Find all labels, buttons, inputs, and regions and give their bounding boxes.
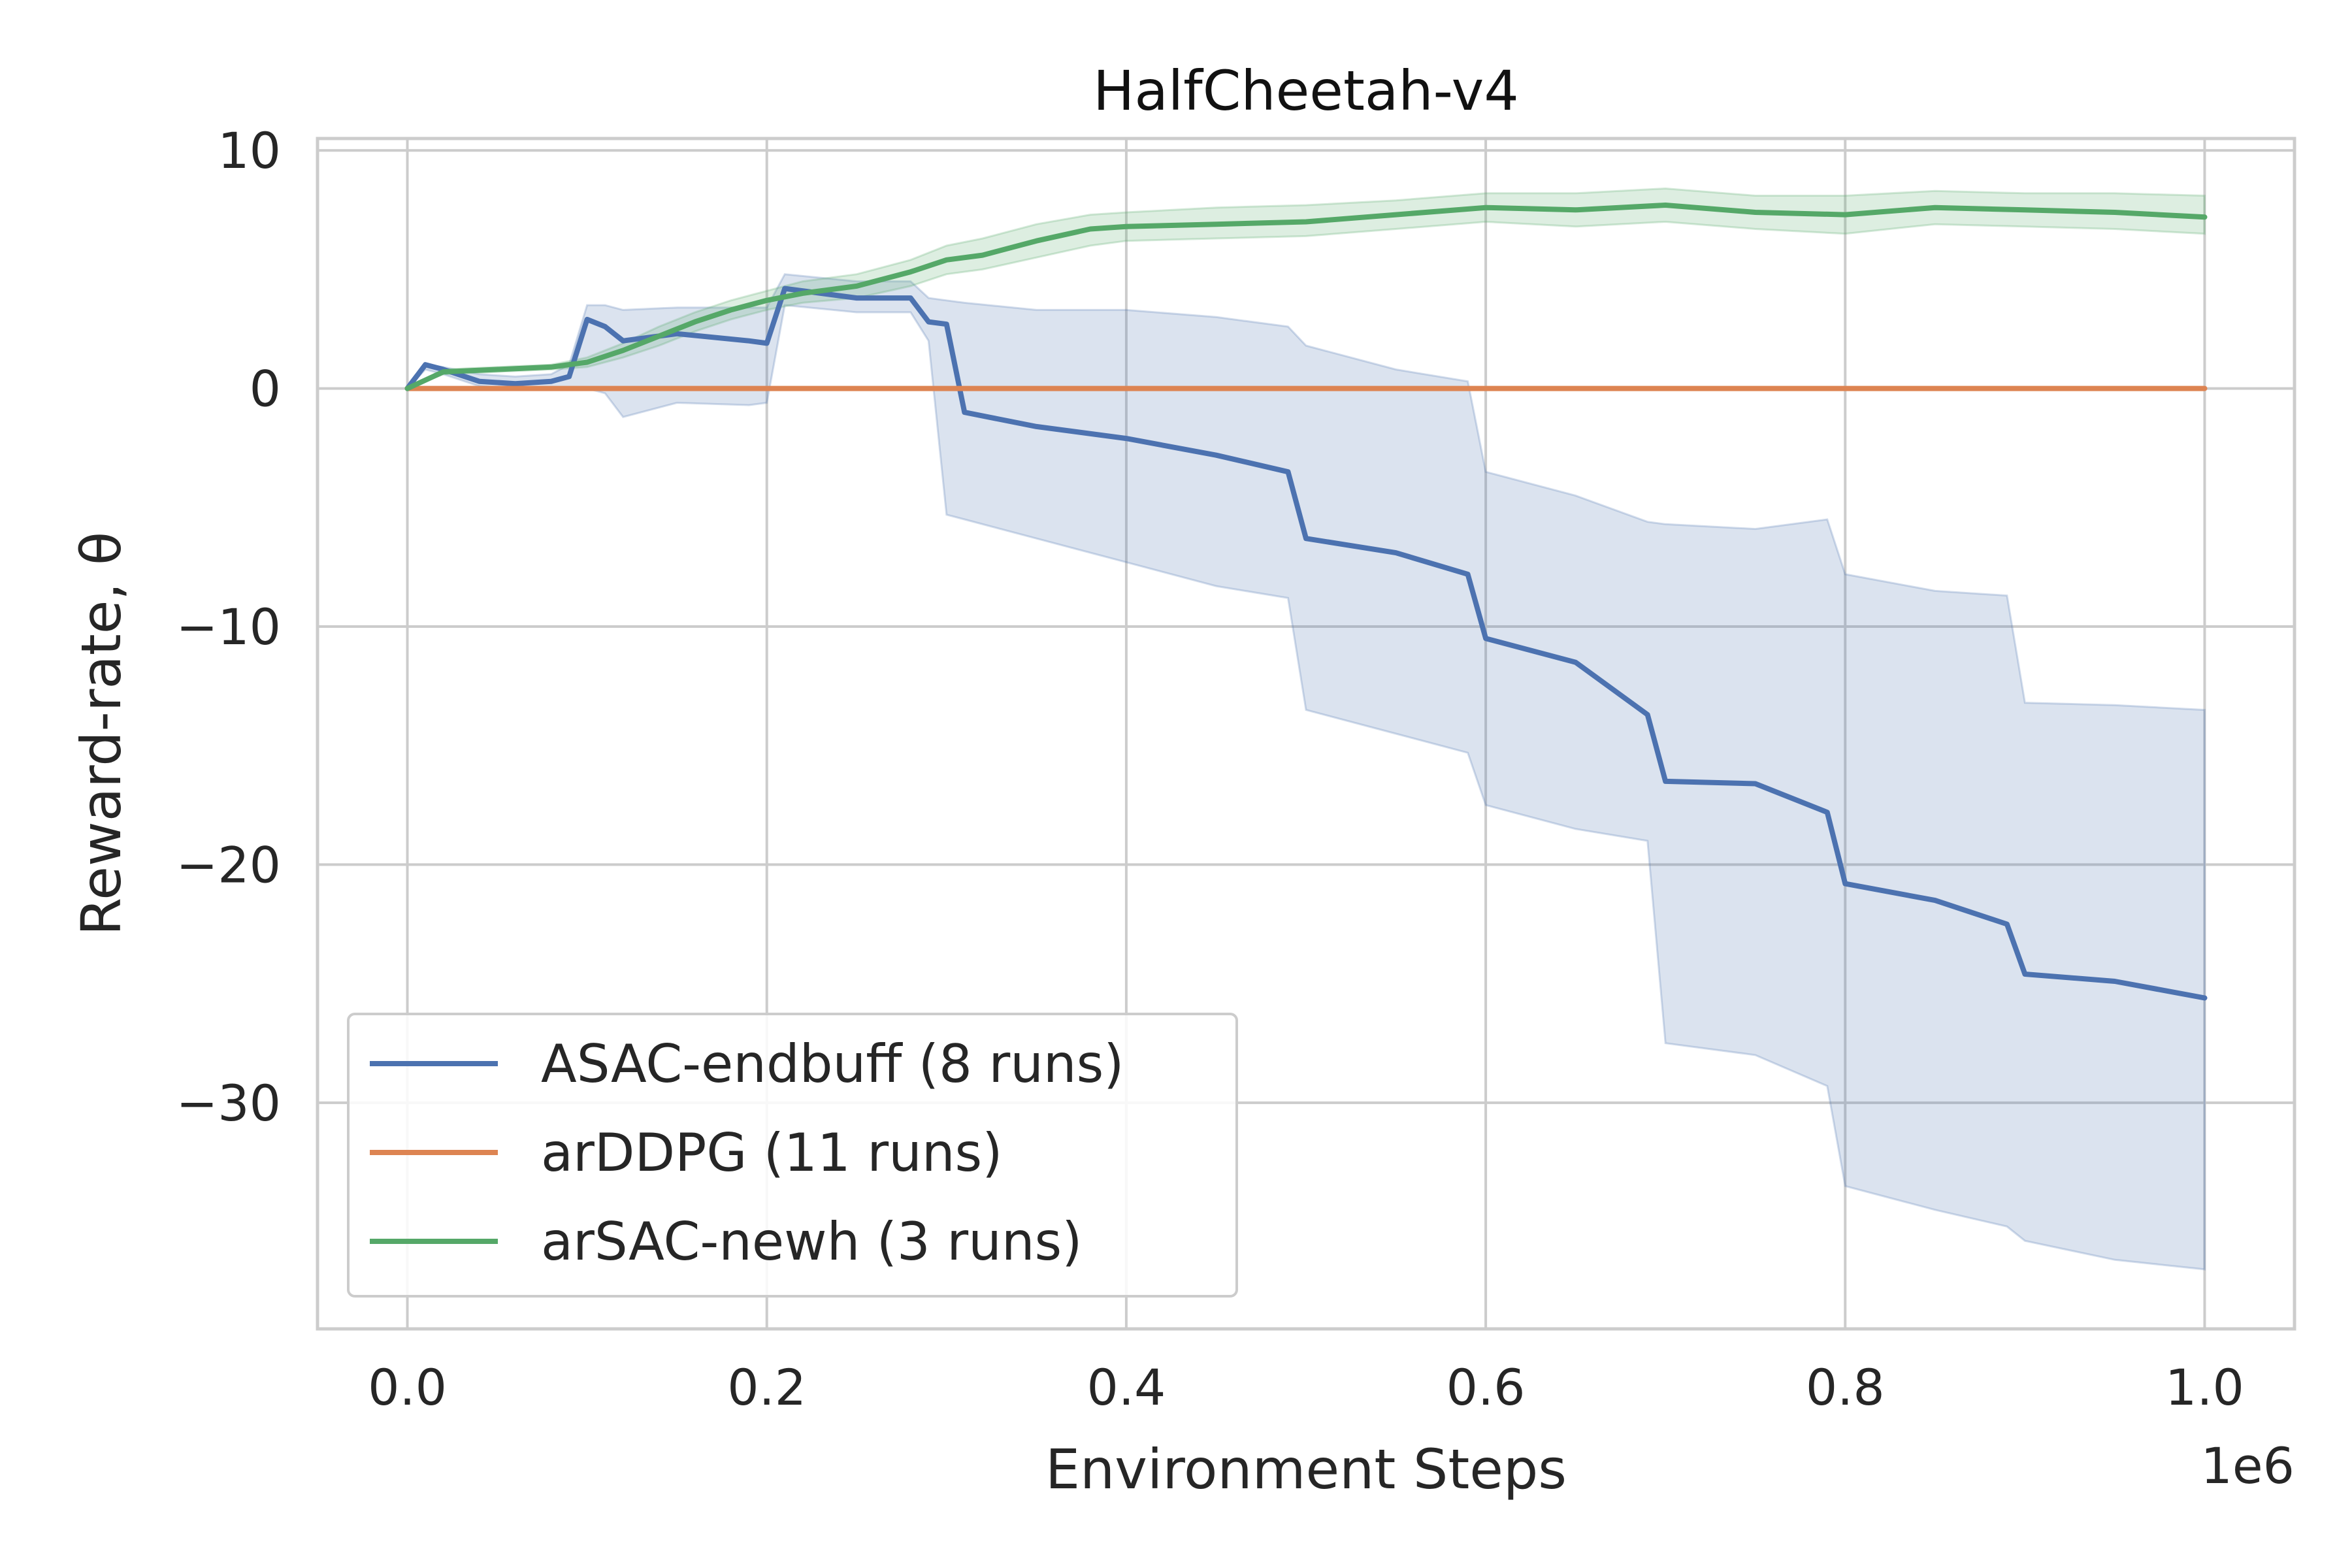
x-tick-label: 0.0 xyxy=(368,1358,447,1416)
y-tick-label: 10 xyxy=(218,122,281,180)
plot-frame xyxy=(316,137,2296,1331)
legend-box xyxy=(347,1013,1238,1298)
x-tick-label: 1.0 xyxy=(2165,1358,2244,1416)
legend-label-asac: ASAC-endbuff (8 runs) xyxy=(541,1034,1124,1094)
y-tick-label: −10 xyxy=(176,598,281,656)
x-axis-label: Environment Steps xyxy=(1045,1437,1567,1501)
x-tick-label: 0.2 xyxy=(727,1358,806,1416)
x-tick-label: 0.8 xyxy=(1806,1358,1885,1416)
y-tick-label: 0 xyxy=(250,360,281,418)
tick-labels: 0.0 0.2 0.4 0.6 0.8 1.0 10 0 −10 −20 −30 xyxy=(176,122,2244,1416)
legend: ASAC-endbuff (8 runs) arDDPG (11 runs) a… xyxy=(347,1013,1238,1298)
y-axis-label: Reward-rate, θ xyxy=(69,532,133,936)
y-tick-label: −30 xyxy=(176,1074,281,1132)
series-lines xyxy=(404,203,2208,1001)
band-asac xyxy=(406,273,2206,1271)
x-axis-offset-label: 1e6 xyxy=(2201,1437,2295,1495)
line-arsac xyxy=(404,203,2208,391)
legend-label-arddpg: arDDPG (11 runs) xyxy=(541,1122,1002,1183)
legend-label-arsac: arSAC-newh (3 runs) xyxy=(541,1211,1082,1272)
x-tick-label: 0.4 xyxy=(1086,1358,1166,1416)
x-tick-label: 0.6 xyxy=(1446,1358,1526,1416)
line-asac xyxy=(404,286,2208,1001)
y-tick-label: −20 xyxy=(176,836,281,894)
chart-title: HalfCheetah-v4 xyxy=(1093,59,1519,123)
